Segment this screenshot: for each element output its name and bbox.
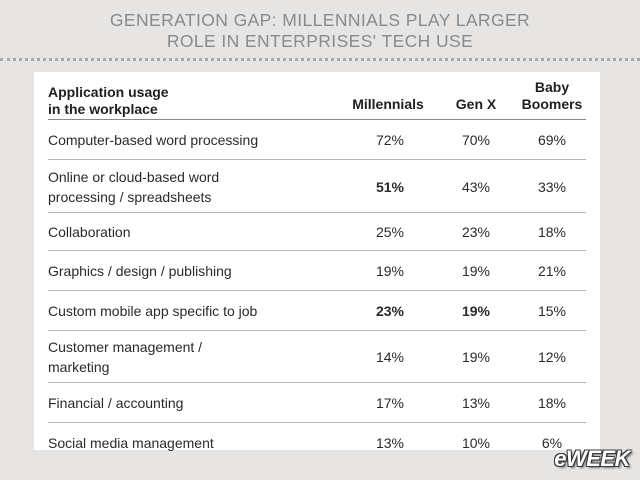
column-header-application: Application usage in the workplace (48, 84, 288, 118)
row-label-line: Computer-based word processing (48, 132, 259, 148)
logo-text: eWEEK (554, 446, 630, 471)
title-line-1: GENERATION GAP: MILLENNIALS PLAY LARGER (109, 10, 531, 30)
cell-boomers: 15% (537, 303, 567, 319)
row-divider (48, 250, 586, 251)
cell-millennials: 13% (375, 435, 405, 451)
column-header-boomers-line-1: Baby (534, 79, 570, 95)
column-header-baby-boomers: Baby Boomers (514, 79, 590, 113)
cell-millennials: 19% (375, 263, 405, 279)
table-row: Financial / accounting 17% 13% 18% (48, 383, 586, 423)
cell-millennials: 17% (375, 395, 405, 411)
table-row: Social media management 13% 10% 6% (48, 423, 586, 462)
cell-genx: 43% (461, 179, 491, 195)
row-label: Financial / accounting (48, 393, 288, 413)
cell-boomers: 18% (537, 224, 567, 240)
column-header-millennials: Millennials (352, 96, 424, 112)
column-header-application-line-2: in the workplace (48, 101, 158, 117)
cell-genx: 70% (461, 132, 491, 148)
column-header-application-line-1: Application usage (48, 84, 169, 100)
row-label: Social media management (48, 433, 288, 453)
column-header-boomers-line-2: Boomers (521, 96, 583, 112)
cell-genx: 23% (461, 224, 491, 240)
column-header-genx: Gen X (455, 96, 497, 112)
row-label: Customer management / marketing (48, 337, 288, 377)
cell-genx: 13% (461, 395, 491, 411)
eweek-logo: eWEEK (554, 446, 630, 472)
row-label: Computer-based word processing (48, 130, 288, 150)
cell-millennials: 72% (375, 132, 405, 148)
table-row: Custom mobile app specific to job 23% 19% 1… (48, 291, 586, 331)
row-divider (48, 290, 586, 291)
table-row: Online or cloud-based word processing / s… (48, 160, 586, 213)
row-divider (48, 159, 586, 160)
dotted-divider (0, 58, 640, 61)
cell-millennials: 23% (375, 303, 405, 319)
slide-title: GENERATION GAP: MILLENNIALS PLAY LARGER … (0, 10, 640, 52)
row-divider (48, 422, 586, 423)
row-label-line: Online or cloud-based word (48, 169, 220, 185)
cell-millennials: 14% (375, 349, 405, 365)
row-label-line: Graphics / design / publishing (48, 263, 232, 279)
title-line-2: ROLE IN ENTERPRISES' TECH USE (166, 31, 474, 51)
table-row: Customer management / marketing 14% 19% 12% (48, 331, 586, 383)
cell-boomers: 12% (537, 349, 567, 365)
row-label-line: marketing (48, 359, 110, 375)
cell-boomers: 6% (541, 435, 563, 451)
cell-millennials: 51% (375, 179, 405, 195)
table-row: Computer-based word processing 72% 70% 69% (48, 120, 586, 160)
cell-boomers: 18% (537, 395, 567, 411)
header-divider (48, 119, 586, 120)
row-label-line: Collaboration (48, 224, 131, 240)
cell-boomers: 21% (537, 263, 567, 279)
row-divider (48, 382, 586, 383)
cell-millennials: 25% (375, 224, 405, 240)
row-label-line: Social media management (48, 435, 214, 451)
row-label: Collaboration (48, 222, 288, 242)
row-divider (48, 330, 586, 331)
usage-table: Application usage in the workplace Mille… (34, 72, 600, 451)
row-label: Online or cloud-based word processing / s… (48, 167, 288, 207)
table-row: Collaboration 25% 23% 18% (48, 213, 586, 251)
row-label: Custom mobile app specific to job (48, 301, 288, 321)
row-divider (48, 212, 586, 213)
table-row: Graphics / design / publishing 19% 19% 21% (48, 251, 586, 291)
row-label-line: processing / spreadsheets (48, 189, 212, 205)
row-label-line: Financial / accounting (48, 395, 184, 411)
cell-genx: 10% (461, 435, 491, 451)
cell-genx: 19% (461, 303, 491, 319)
row-label-line: Customer management / (48, 339, 203, 355)
row-label: Graphics / design / publishing (48, 261, 288, 281)
cell-genx: 19% (461, 263, 491, 279)
cell-genx: 19% (461, 349, 491, 365)
row-label-line: Custom mobile app specific to job (48, 303, 258, 319)
cell-boomers: 69% (537, 132, 567, 148)
cell-boomers: 33% (537, 179, 567, 195)
